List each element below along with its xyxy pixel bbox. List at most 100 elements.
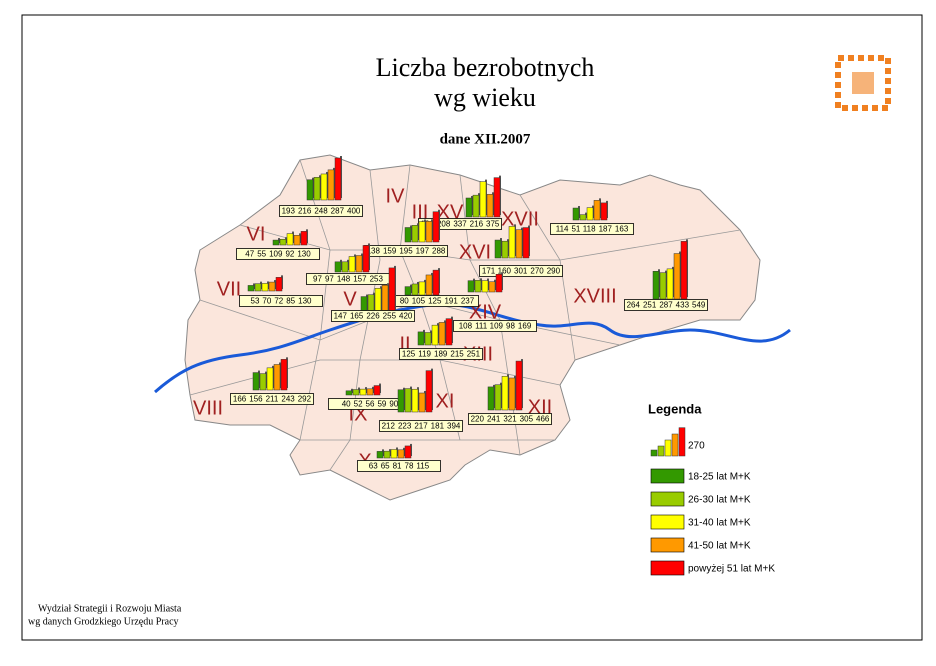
value-label: 243 [281, 395, 295, 404]
legend-sample-bar [650, 449, 658, 457]
bar [373, 385, 381, 396]
value-label: 130 [298, 297, 312, 306]
value-label: 125 [428, 297, 442, 306]
bar [259, 373, 267, 391]
subtitle: dane XII.2007 [440, 131, 531, 147]
district-label: XVI [459, 241, 491, 263]
bar [334, 157, 342, 201]
bar [313, 177, 321, 201]
value-label: 138 [367, 247, 381, 256]
bar [481, 280, 489, 293]
legend-swatch [650, 537, 685, 553]
district-label: XI [436, 390, 455, 412]
value-label: 223 [398, 422, 412, 431]
bar [411, 225, 419, 243]
legend-swatch [650, 514, 685, 530]
value-label: 169 [518, 322, 532, 331]
value-label: 255 [383, 312, 397, 321]
bar [300, 231, 308, 246]
bar [494, 384, 502, 411]
bar [424, 332, 432, 346]
value-label: 287 [659, 301, 673, 310]
value-label: 217 [414, 422, 428, 431]
value-label: 292 [298, 395, 312, 404]
value-label: 191 [444, 297, 458, 306]
bar [374, 288, 382, 313]
bar [327, 169, 335, 201]
bar [275, 277, 283, 292]
value-label: 288 [432, 247, 446, 256]
value-label: 98 [506, 322, 515, 331]
value-label: 166 [233, 395, 247, 404]
value-label: 115 [416, 462, 429, 471]
bar [334, 261, 342, 273]
value-labels: 212 223 217 181 394 [382, 422, 461, 431]
legend-label: 41-50 lat M+K [688, 541, 751, 552]
value-label: 97 [313, 275, 322, 284]
bar [673, 253, 681, 300]
bar [286, 233, 294, 246]
bar [388, 267, 396, 313]
title-line: wg wieku [434, 83, 536, 112]
value-label: 189 [434, 350, 448, 359]
value-label: 70 [262, 297, 271, 306]
district-label: XVIII [573, 285, 616, 307]
bar [362, 245, 370, 273]
bar [572, 207, 580, 221]
value-labels: 166 156 211 243 292 [233, 395, 312, 404]
bar [652, 271, 660, 300]
value-label: 130 [297, 250, 311, 259]
value-label: 171 [482, 267, 496, 276]
value-label: 290 [547, 267, 561, 276]
value-labels: 40 52 56 59 90 [342, 400, 399, 409]
value-label: 160 [498, 267, 512, 276]
value-label: 72 [274, 297, 283, 306]
value-label: 114 [556, 225, 569, 234]
bar [418, 221, 426, 243]
bar [666, 268, 674, 300]
bar [411, 388, 419, 413]
bar [418, 281, 426, 296]
bar [522, 227, 530, 259]
title-line: Liczba bezrobotnych [376, 53, 595, 82]
bar [320, 173, 328, 201]
bar [493, 177, 501, 218]
value-labels: 63 65 81 78 115 [369, 462, 430, 471]
value-label: 148 [337, 275, 351, 284]
bar [254, 283, 262, 292]
district-label: VII [217, 278, 241, 300]
bar [404, 227, 412, 243]
value-label: 433 [676, 301, 690, 310]
bar [247, 285, 255, 292]
value-label: 40 [342, 400, 351, 409]
district-label: VI [247, 223, 266, 245]
legend-label: 26-30 lat M+K [688, 495, 751, 506]
bar [404, 286, 412, 296]
bar [404, 445, 412, 459]
value-box [279, 205, 363, 217]
value-box [331, 310, 415, 322]
bar [268, 281, 276, 292]
value-label: 301 [514, 267, 528, 276]
bar [425, 274, 433, 296]
river [154, 302, 791, 394]
value-box [550, 223, 634, 235]
district-label: XII [528, 396, 552, 418]
district-label: II [399, 333, 410, 355]
value-box [479, 265, 563, 277]
bar [445, 318, 453, 346]
value-label: 212 [382, 422, 396, 431]
bar [306, 179, 314, 201]
value-label: 420 [399, 312, 413, 321]
bar [488, 281, 496, 293]
value-labels: 193 216 248 287 400 [282, 207, 361, 216]
value-label: 181 [431, 422, 445, 431]
value-label: 321 [503, 415, 517, 424]
bar [261, 283, 269, 292]
bar [467, 280, 475, 293]
value-label: 157 [353, 275, 367, 284]
value-label: 59 [377, 400, 386, 409]
value-label: 248 [314, 207, 328, 216]
value-label: 215 [450, 350, 464, 359]
value-label: 237 [461, 297, 475, 306]
